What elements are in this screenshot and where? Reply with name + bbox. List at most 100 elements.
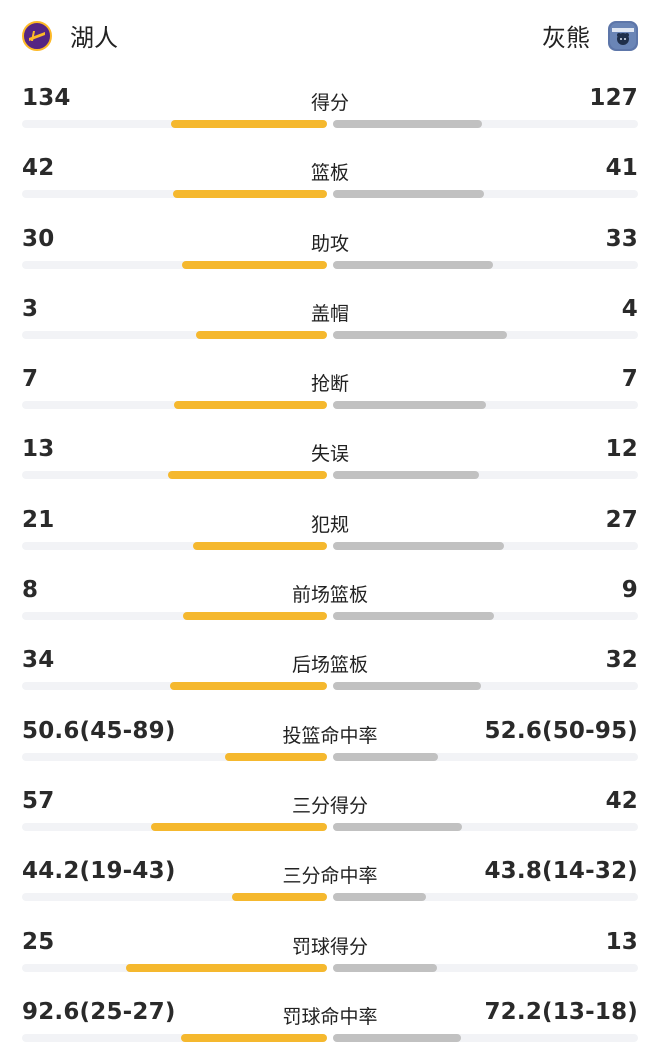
away-stat-value: 4 bbox=[621, 295, 638, 322]
away-bar-fill bbox=[333, 1033, 461, 1042]
home-bar-track bbox=[22, 822, 327, 831]
stat-label: 助攻 bbox=[310, 232, 349, 255]
stat-row: 30 助攻 33 bbox=[0, 206, 660, 276]
stat-label: 犯规 bbox=[310, 513, 349, 536]
team-header: 湖人 灰熊 bbox=[0, 0, 660, 70]
away-bar-fill bbox=[333, 822, 462, 831]
away-bar-track bbox=[333, 893, 638, 902]
home-bar-fill bbox=[170, 682, 327, 691]
away-stat-value: 42 bbox=[605, 787, 638, 814]
stat-label: 前场篮板 bbox=[291, 584, 368, 607]
away-stat-value: 32 bbox=[605, 647, 638, 674]
stat-row: 42 篮板 41 bbox=[0, 135, 660, 205]
home-bar-fill bbox=[182, 260, 327, 269]
home-stat-value: 13 bbox=[22, 436, 55, 463]
home-bar-fill bbox=[173, 190, 327, 199]
stat-label: 三分得分 bbox=[291, 794, 368, 817]
stat-row: 134 得分 127 bbox=[0, 65, 660, 135]
home-stat-value: 7 bbox=[22, 366, 39, 393]
away-bar-fill bbox=[333, 752, 438, 761]
away-bar-fill bbox=[333, 541, 504, 550]
away-bar-track bbox=[333, 401, 638, 410]
home-bar-fill bbox=[232, 893, 327, 902]
home-stat-value: 8 bbox=[22, 577, 39, 604]
away-stat-value: 9 bbox=[621, 577, 638, 604]
away-bar-track bbox=[333, 190, 638, 199]
away-stat-value: 41 bbox=[605, 155, 638, 182]
away-bar-track bbox=[333, 822, 638, 831]
stat-row: 44.2(19-43) 三分命中率 43.8(14-32) bbox=[0, 838, 660, 908]
away-bar-track bbox=[333, 1033, 638, 1042]
away-bar-track bbox=[333, 752, 638, 761]
home-stat-value: 30 bbox=[22, 225, 55, 252]
stat-row: 92.6(25-27) 罚球命中率 72.2(13-18) bbox=[0, 979, 660, 1049]
home-bar-track bbox=[22, 260, 327, 269]
home-stat-value: 42 bbox=[22, 155, 55, 182]
home-bar-fill bbox=[174, 401, 327, 410]
away-stat-value: 33 bbox=[605, 225, 638, 252]
lakers-logo-icon bbox=[22, 20, 52, 51]
stat-label: 后场篮板 bbox=[291, 654, 368, 677]
away-bar-fill bbox=[333, 612, 494, 621]
stat-label: 罚球得分 bbox=[291, 935, 368, 958]
away-bar-track bbox=[333, 541, 638, 550]
stat-label: 得分 bbox=[310, 92, 349, 114]
home-stat-value: 44.2(19-43) bbox=[22, 858, 176, 885]
away-bar-track bbox=[333, 682, 638, 691]
home-bar-track bbox=[22, 1033, 327, 1042]
home-bar-track bbox=[22, 682, 327, 691]
home-bar-track bbox=[22, 963, 327, 972]
home-bar-fill bbox=[196, 330, 327, 339]
stat-label: 三分命中率 bbox=[282, 865, 378, 888]
home-bar-fill bbox=[151, 822, 327, 831]
stat-row: 7 抢断 7 bbox=[0, 346, 660, 416]
home-stat-value: 57 bbox=[22, 787, 55, 814]
away-bar-fill bbox=[333, 471, 479, 480]
home-bar-fill bbox=[168, 471, 327, 480]
home-stat-value: 25 bbox=[22, 928, 55, 955]
home-team[interactable]: 湖人 bbox=[22, 18, 118, 53]
away-bar-fill bbox=[333, 682, 481, 691]
away-stat-value: 27 bbox=[605, 506, 638, 533]
stat-label: 抢断 bbox=[310, 373, 349, 396]
home-bar-fill bbox=[126, 963, 327, 972]
home-bar-track bbox=[22, 752, 327, 761]
home-bar-track bbox=[22, 541, 327, 550]
home-bar-track bbox=[22, 190, 327, 199]
away-stat-value: 13 bbox=[605, 928, 638, 955]
stat-row: 13 失误 12 bbox=[0, 416, 660, 486]
stat-row: 34 后场篮板 32 bbox=[0, 627, 660, 697]
home-stat-value: 21 bbox=[22, 506, 55, 533]
away-team[interactable]: 灰熊 bbox=[542, 18, 638, 53]
away-bar-fill bbox=[333, 963, 437, 972]
away-team-name: 灰熊 bbox=[542, 24, 590, 52]
home-bar-track bbox=[22, 401, 327, 410]
grizzlies-logo-icon bbox=[608, 20, 638, 51]
home-stat-value: 34 bbox=[22, 647, 55, 674]
away-stat-value: 52.6(50-95) bbox=[484, 717, 638, 744]
stat-row: 25 罚球得分 13 bbox=[0, 909, 660, 979]
away-bar-fill bbox=[333, 260, 493, 269]
stat-label: 投篮命中率 bbox=[282, 724, 378, 747]
away-bar-fill bbox=[333, 190, 484, 199]
stat-row: 57 三分得分 42 bbox=[0, 768, 660, 838]
home-bar-fill bbox=[183, 612, 327, 621]
away-bar-track bbox=[333, 330, 638, 339]
away-bar-track bbox=[333, 471, 638, 480]
home-stat-value: 92.6(25-27) bbox=[22, 998, 176, 1025]
stat-label: 失误 bbox=[310, 443, 349, 466]
home-stat-value: 50.6(45-89) bbox=[22, 717, 176, 744]
away-bar-fill bbox=[333, 893, 426, 902]
home-stat-value: 134 bbox=[22, 85, 71, 111]
home-stat-value: 3 bbox=[22, 295, 39, 322]
away-stat-value: 72.2(13-18) bbox=[484, 998, 638, 1025]
away-bar-track bbox=[333, 612, 638, 621]
away-bar-track bbox=[333, 963, 638, 972]
stat-comparison-list: 134 得分 127 42 篮板 41 30 助攻 33 3 盖帽 4 7 抢断 7 13 失误 12 21 犯规 27… bbox=[0, 65, 660, 1049]
home-bar-track bbox=[22, 330, 327, 339]
home-bar-fill bbox=[171, 120, 327, 128]
stat-row: 50.6(45-89) 投篮命中率 52.6(50-95) bbox=[0, 698, 660, 768]
home-bar-track bbox=[22, 612, 327, 621]
stat-label: 罚球命中率 bbox=[282, 1005, 378, 1028]
home-bar-track bbox=[22, 120, 327, 128]
